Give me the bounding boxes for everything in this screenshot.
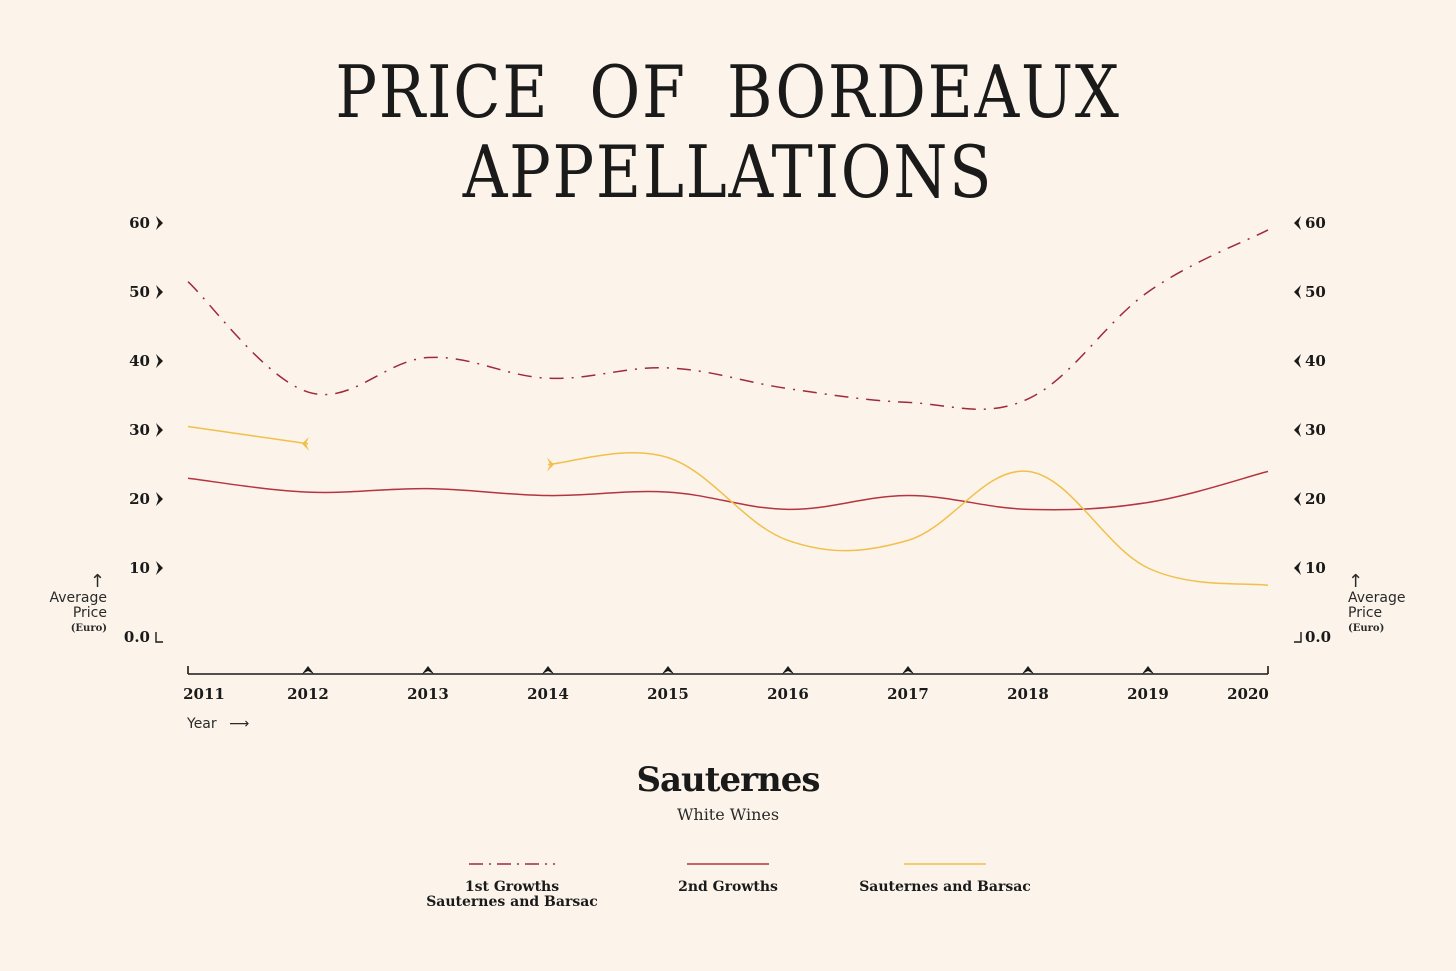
- legend-label-line1: 1st Growths: [464, 879, 560, 895]
- y-tick-label-left: 40: [129, 352, 150, 370]
- y-axis-label-line2: Price: [72, 605, 107, 621]
- right-arrow-icon: ⟶: [229, 716, 250, 732]
- chart-title: PRICE OF BORDEAUX APPELLATIONS: [335, 50, 1121, 214]
- y-tick-mark-right: [1294, 216, 1301, 230]
- legend-swatch-solid-red: [687, 863, 769, 865]
- x-axis-label: Year ⟶: [187, 716, 249, 732]
- y-tick-mark-left: [156, 216, 163, 230]
- x-tick-label: 2013: [407, 685, 449, 703]
- y-tick-mark-right: [1294, 354, 1301, 368]
- y-tick-label-right: 30: [1305, 421, 1326, 439]
- y-tick-label-right: 0.0: [1305, 628, 1331, 646]
- legend-label: Sauternes and Barsac: [859, 879, 1031, 895]
- y-tick-label-right: 60: [1305, 214, 1326, 232]
- series-line-3: [187, 425, 309, 445]
- y-tick-label-right: 10: [1305, 559, 1326, 577]
- y-tick-mark-right: [1294, 632, 1302, 643]
- legend-item-second-growths: 2nd Growths: [648, 858, 808, 895]
- series-gap-marker: [547, 457, 554, 472]
- x-tick-label: 2016: [767, 685, 809, 703]
- x-axis-label-text: Year: [187, 716, 217, 732]
- y-axis-left: 0.0 10 20 30 40 50 60: [124, 214, 163, 646]
- y-axis-unit: (Euro): [1348, 623, 1385, 634]
- y-tick-mark-left: [156, 423, 163, 437]
- x-tick-label: 2012: [287, 685, 329, 703]
- y-tick-label-right: 50: [1305, 283, 1326, 301]
- y-tick-mark-right: [1294, 285, 1301, 299]
- series-gap-marker: [302, 436, 309, 451]
- x-tick-mark: [302, 666, 314, 674]
- x-tick-label: 2015: [647, 685, 689, 703]
- series-line-3: [547, 451, 1269, 586]
- x-tick-mark: [1022, 666, 1034, 674]
- y-tick-label-left: 0.0: [124, 628, 150, 646]
- x-tick-label: 2014: [527, 685, 569, 703]
- x-tick-label: 2019: [1127, 685, 1169, 703]
- y-axis-label-line2: Price: [1348, 605, 1383, 621]
- legend-item-sauternes-barsac: Sauternes and Barsac: [845, 858, 1045, 895]
- y-tick-mark-right: [1294, 561, 1301, 575]
- x-tick-label: 2020: [1227, 685, 1269, 703]
- y-tick-label-left: 10: [129, 559, 150, 577]
- x-axis: 2011 2012 2013 2014 2015 2016 2017 2018 2019 2020: [183, 666, 1269, 703]
- y-axis-unit: (Euro): [70, 623, 107, 634]
- y-tick-mark-left: [156, 285, 163, 299]
- chart-subtitle: Sauternes: [636, 760, 820, 800]
- legend-label-line2: Sauternes and Barsac: [426, 894, 598, 910]
- y-tick-mark-left: [155, 632, 163, 643]
- x-tick-mark: [902, 666, 914, 674]
- y-tick-label-left: 20: [129, 490, 150, 508]
- y-tick-mark-left: [156, 354, 163, 368]
- x-tick-mark: [782, 666, 794, 674]
- y-tick-label-right: 20: [1305, 490, 1326, 508]
- x-tick-mark: [542, 666, 554, 674]
- x-tick-label: 2011: [183, 685, 225, 703]
- legend-swatch-solid-yellow: [904, 863, 986, 865]
- legend-item-first-growths: 1st Growths Sauternes and Barsac: [412, 858, 612, 910]
- y-tick-mark-right: [1294, 492, 1301, 506]
- series-line-2: [187, 470, 1269, 511]
- up-arrow-icon: ↑: [1348, 571, 1364, 592]
- x-tick-label: 2018: [1007, 685, 1049, 703]
- x-tick-mark: [662, 666, 674, 674]
- series-layer: [187, 229, 1269, 586]
- legend-swatch-dash-dot: [469, 863, 555, 865]
- x-tick-mark: [1142, 666, 1154, 674]
- y-tick-mark-left: [156, 561, 163, 575]
- y-axis-label-right: ↑ Average Price (Euro): [1348, 573, 1428, 636]
- y-tick-label-left: 50: [129, 283, 150, 301]
- y-axis-label-left: ↑ Average Price (Euro): [40, 571, 108, 636]
- x-tick-label: 2017: [887, 685, 929, 703]
- y-axis-label-line1: Average: [1348, 590, 1406, 606]
- y-tick-label-right: 40: [1305, 352, 1326, 370]
- series-line-1: [187, 229, 1269, 411]
- y-tick-label-left: 30: [129, 421, 150, 439]
- x-tick-mark: [422, 666, 434, 674]
- y-tick-mark-left: [156, 492, 163, 506]
- legend-label: 2nd Growths: [678, 879, 778, 895]
- up-arrow-icon: ↑: [89, 571, 105, 592]
- y-axis-right: 0.0 10 20 30 40 50 60: [1294, 214, 1331, 646]
- y-axis-label-line1: Average: [49, 590, 108, 606]
- y-tick-mark-right: [1294, 423, 1301, 437]
- y-tick-label-left: 60: [129, 214, 150, 232]
- chart-caption: White Wines: [676, 805, 780, 824]
